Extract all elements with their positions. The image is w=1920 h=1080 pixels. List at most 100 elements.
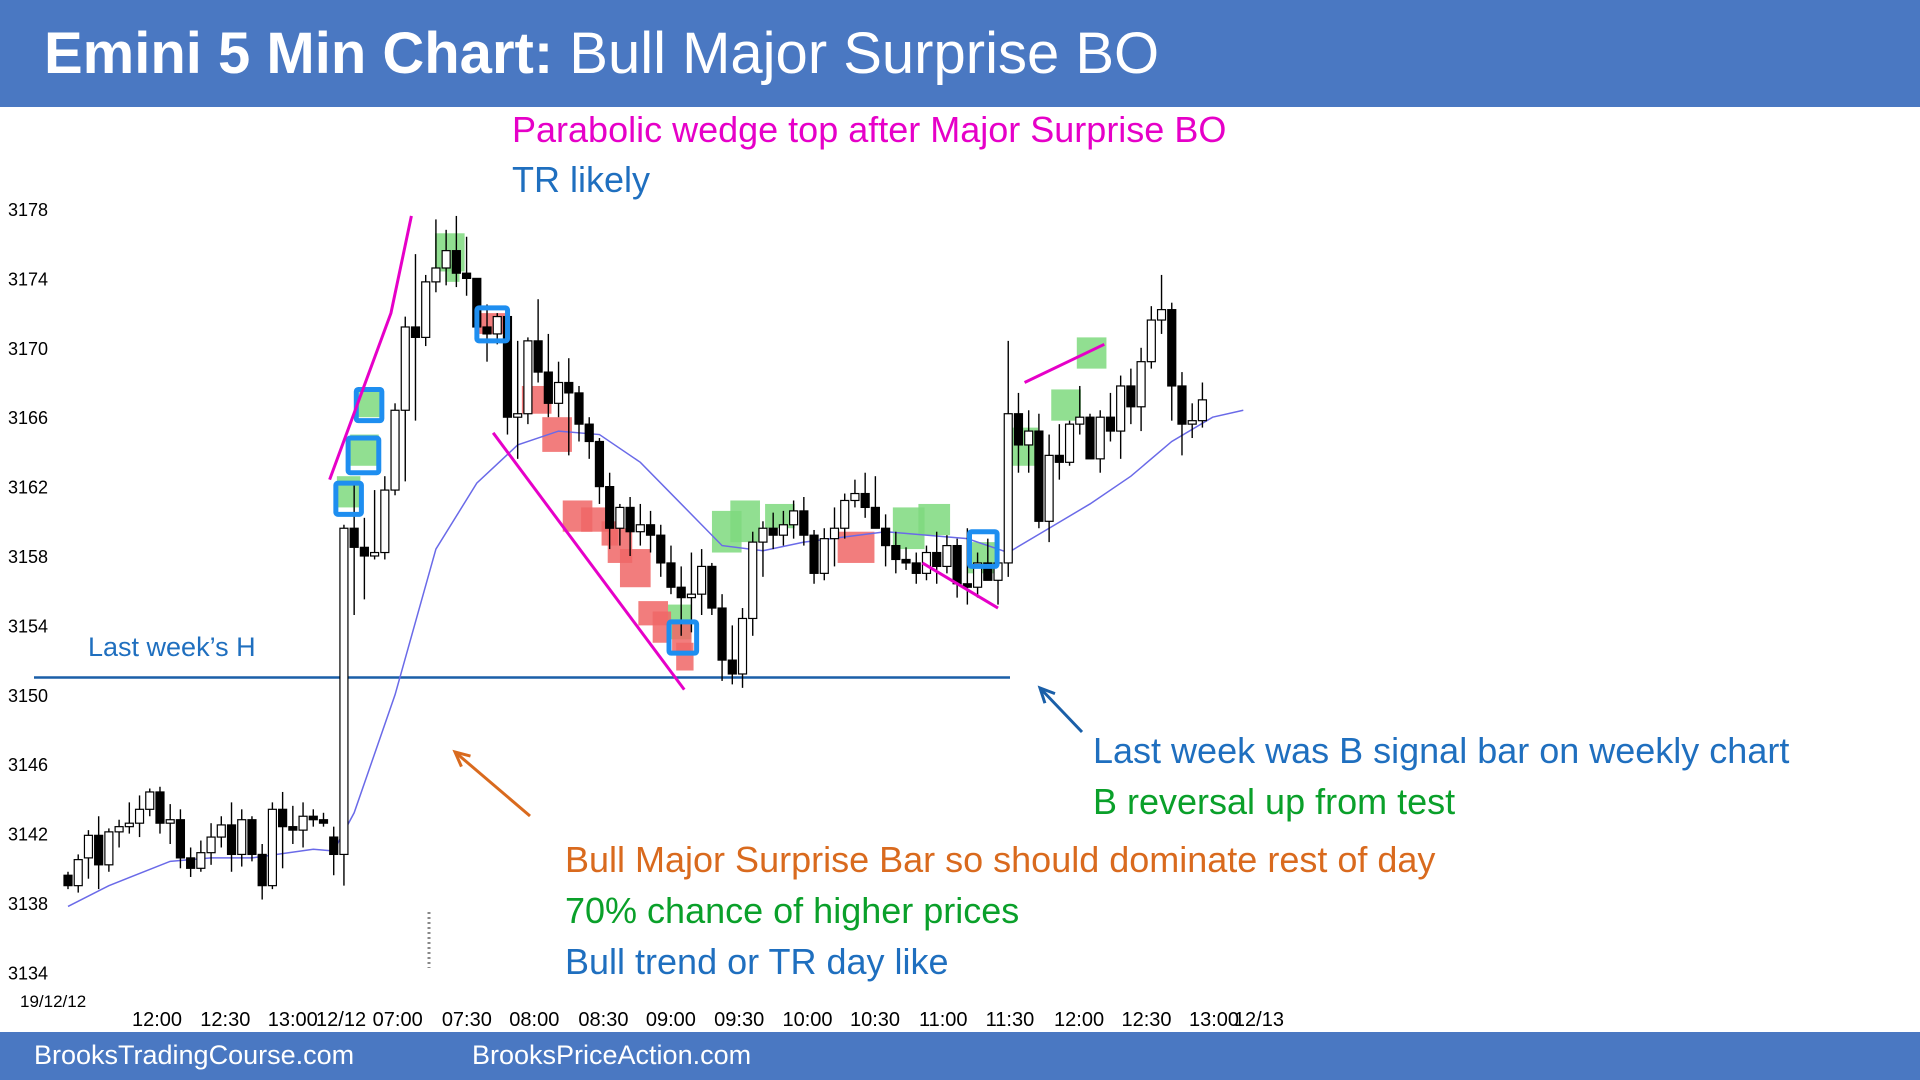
footer-right-link[interactable]: BrooksPriceAction.com	[472, 1040, 752, 1070]
candle-body	[523, 340, 533, 415]
candle-body	[1197, 399, 1208, 422]
wedge-trendline	[328, 215, 413, 481]
candle	[594, 438, 605, 504]
chart-title: Emini 5 Min Chart: Bull Major Surprise B…	[44, 20, 1159, 87]
candle	[717, 594, 727, 681]
x-tick-label: 13:00	[1189, 1009, 1239, 1031]
candle	[840, 493, 850, 539]
candle-body	[819, 538, 829, 574]
candle	[278, 791, 288, 869]
candle	[1177, 372, 1187, 456]
candle-body	[727, 659, 737, 675]
candle	[737, 608, 748, 688]
candle-body	[686, 593, 697, 599]
candle	[206, 823, 216, 865]
candle-body	[400, 326, 410, 411]
candle-body	[932, 551, 942, 568]
bull-bar-box	[1051, 389, 1081, 421]
candle-body	[513, 413, 523, 418]
candle-body	[1085, 416, 1095, 460]
candle	[758, 521, 768, 577]
candle-body	[901, 558, 911, 564]
signal-bar-outline	[345, 435, 382, 476]
candlestick-chart: 3178 3174 3170 3166 3162 3158 3154 3150 3146 3142…	[8, 200, 1284, 1031]
candle	[809, 529, 819, 584]
bear-bar-box	[652, 611, 672, 643]
candle	[196, 840, 206, 872]
candle	[257, 844, 267, 900]
candle-body	[441, 250, 451, 269]
candle	[339, 524, 349, 886]
candle	[134, 795, 145, 838]
x-tick-label: 11:30	[986, 1009, 1035, 1031]
candle-body	[114, 826, 124, 833]
surprise-bar-arrow-head	[452, 749, 471, 768]
x-tick-label: 12:00	[1054, 1009, 1104, 1031]
candle	[226, 802, 237, 872]
bull-bar-box	[730, 500, 760, 543]
candle-body	[656, 534, 666, 564]
higher-prices-annotation: 70% chance of higher prices	[565, 890, 1020, 931]
candle	[789, 500, 799, 539]
candle	[727, 625, 737, 685]
candle-body	[134, 808, 145, 824]
surprise-bar-annotation: Bull Major Surprise Bar so should domina…	[565, 839, 1436, 880]
candle-body	[962, 583, 972, 588]
candle-body	[492, 315, 502, 335]
candle	[73, 854, 83, 893]
candle	[1064, 420, 1075, 466]
candle-body	[880, 527, 891, 547]
axes-layer: 3178 3174 3170 3166 3162 3158 3154 3150 3146 3142…	[8, 200, 1284, 1031]
candle	[390, 403, 400, 496]
candle-body	[421, 281, 431, 338]
x-tick-label: 11:00	[919, 1009, 968, 1031]
candle-body	[278, 808, 288, 828]
x-tick-label: 09:30	[714, 1009, 764, 1031]
candle-body	[972, 562, 983, 588]
surprise-bar-arrow	[454, 750, 531, 818]
candle-body	[1187, 420, 1197, 425]
footer-left-link[interactable]: BrooksTradingCourse.com	[34, 1040, 355, 1070]
candle	[114, 819, 124, 848]
candle-body	[1177, 385, 1187, 425]
candle-body	[645, 524, 656, 536]
candle-body	[1116, 385, 1126, 432]
y-tick-label: 3174	[8, 269, 48, 289]
candle	[697, 549, 707, 615]
candle	[666, 545, 676, 595]
candles-layer	[63, 215, 1208, 900]
candle-body	[789, 510, 799, 526]
bull-bar-box	[356, 389, 380, 418]
candle-body	[1105, 416, 1116, 432]
candle-body	[911, 562, 921, 574]
candle-body	[1136, 361, 1146, 408]
candle	[901, 547, 911, 570]
candle	[778, 510, 789, 546]
candle	[543, 333, 553, 418]
x-tick-label: 13:00	[268, 1009, 318, 1031]
candle-body	[850, 492, 860, 502]
candle-body	[145, 791, 155, 810]
wedge-trendline	[921, 561, 999, 610]
candle-body	[247, 819, 257, 856]
candle	[83, 830, 94, 879]
candle	[707, 562, 717, 615]
candle-body	[339, 527, 349, 856]
y-tick-label: 3162	[8, 478, 48, 498]
candle-body	[707, 565, 717, 609]
candle	[819, 528, 829, 581]
candle-body	[318, 819, 329, 824]
candle	[799, 497, 809, 546]
candle	[584, 417, 594, 459]
candle-body	[1044, 454, 1054, 522]
y-tick-label: 3138	[8, 894, 48, 914]
x-tick-label: 12:00	[132, 1009, 182, 1031]
candle	[216, 816, 226, 848]
candle	[1013, 392, 1024, 473]
candle	[421, 274, 431, 347]
candle	[104, 828, 114, 872]
candle-body	[186, 857, 196, 869]
candle	[267, 802, 277, 890]
candle	[564, 358, 574, 456]
x-tick-label: 09:00	[646, 1009, 696, 1031]
